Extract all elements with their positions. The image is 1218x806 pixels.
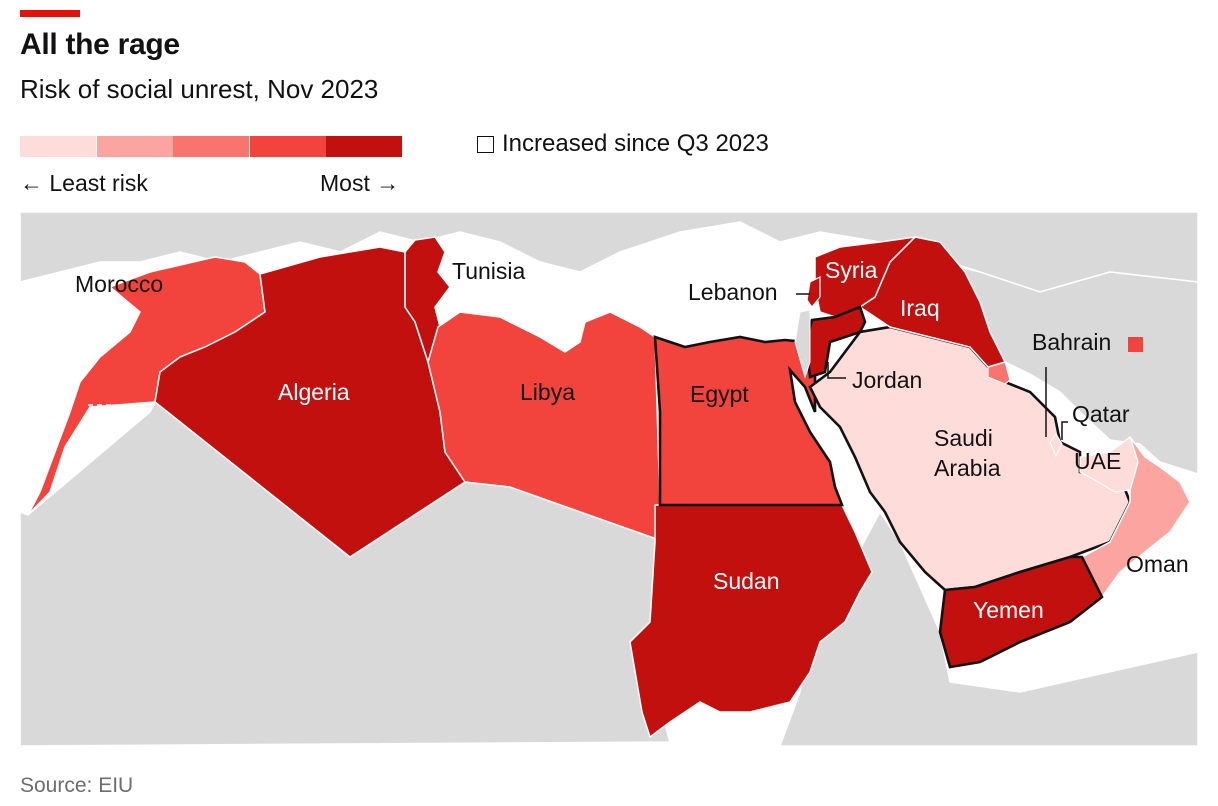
country-iraq [858,236,1007,368]
scale-least-label: ← Least risk [20,170,148,196]
scale-step-1 [20,136,96,157]
outline-square-icon [477,135,494,153]
country-syria [814,235,918,318]
label-libya: Libya [520,379,575,405]
label-jordan: Jordan [852,367,922,393]
scale-step-3 [173,136,249,157]
country-lebanon [806,276,821,308]
increased-legend-label: Increased since Q3 2023 [502,130,769,157]
label-syria: Syria [825,257,878,283]
country-oman [1081,436,1191,599]
country-qatar [1049,432,1063,458]
source-note: Source: EIU [20,774,134,797]
scale-step-4 [249,136,326,157]
scale-most-label: Most → [320,170,400,196]
label-lebanon: Lebanon [688,279,778,305]
country-egypt [653,335,844,507]
label-sudan: Sudan [713,568,780,594]
label-uae: UAE [1074,448,1121,474]
label-algeria: Algeria [278,379,350,405]
label-oman: Oman [1126,551,1189,577]
bahrain-marker [1128,337,1143,352]
label-yemen: Yemen [973,597,1044,623]
country-sudan [629,504,873,739]
qatar-leader [1061,421,1068,440]
horn-of-africa-land [779,510,1198,746]
country-morocco [27,256,266,516]
chart-title: All the rage [20,28,180,61]
jordan-leader [827,362,846,379]
region-map: Morocco Algeria Tunisia Libya Egypt Suda… [20,212,1198,746]
country-libya [427,311,666,544]
increased-legend: Increased since Q3 2023 [477,130,769,158]
label-qatar: Qatar [1072,401,1130,427]
country-tunisia [404,236,451,365]
country-yemen [938,555,1104,669]
israel-land [794,309,811,379]
label-egypt: Egypt [690,381,749,407]
scale-step-5 [326,136,402,157]
label-bahrain: Bahrain [1032,329,1111,355]
chart-subtitle: Risk of social unrest, Nov 2023 [20,74,379,104]
label-tunisia: Tunisia [452,258,525,284]
label-iraq: Iraq [900,295,940,321]
label-morocco: Morocco [75,271,163,297]
scale-step-2 [96,136,173,157]
risk-color-scale [20,136,403,157]
brand-red-bar [20,10,80,17]
leader-lines [796,293,1068,440]
label-saudi-line1: Saudi [934,425,993,451]
label-saudi-line2: Arabia [934,455,1001,481]
